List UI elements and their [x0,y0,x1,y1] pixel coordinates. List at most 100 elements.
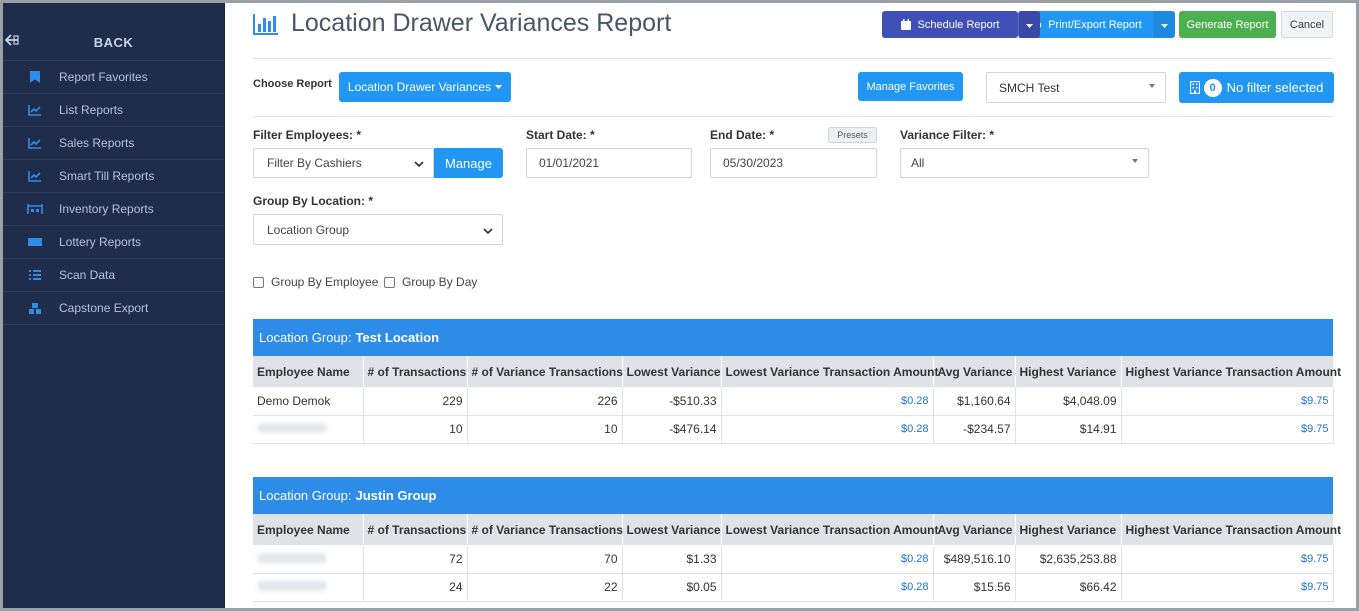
group-by-employee-label: Group By Employee [271,275,379,289]
employee-name-cell [253,573,364,602]
presets-button[interactable]: Presets [828,127,877,143]
group-header-name: Test Location [355,330,440,345]
sidebar-item-lottery-reports[interactable]: Lottery Reports [3,226,224,259]
list-icon [27,267,43,283]
sidebar-item-scan-data[interactable]: Scan Data [3,259,224,292]
column-header[interactable]: # of Variance Transactions [467,356,623,387]
column-header[interactable]: Lowest Variance [622,514,722,545]
table-header-row: Employee Name # of Transactions # of Var… [253,514,1341,545]
generate-report-button[interactable]: Generate Report [1179,11,1276,38]
warehouse-icon [27,201,43,217]
sidebar-item-label: Sales Reports [59,136,135,150]
column-header[interactable]: Avg Variance [933,356,1016,387]
column-header[interactable]: Highest Variance [1015,514,1122,545]
store-select[interactable]: SMCH Test [986,72,1166,103]
lowest-variance-cell: -$476.14 [622,415,722,444]
table-row: 10 10 -$476.14 $0.28 -$234.57 $14.91 $9.… [253,415,1334,444]
variance-transactions-cell: 10 [467,415,623,444]
redacted-name [257,423,327,433]
start-date-value: 01/01/2021 [539,156,600,170]
lowest-amount-link[interactable]: $0.28 [721,573,934,602]
variance-filter-select[interactable]: All [900,148,1149,178]
group-header: Location Group: Justin Group [253,477,1333,514]
end-date-input[interactable]: 05/30/2023 [710,148,877,178]
group-by-employee-option[interactable]: Group By Employee [253,275,378,289]
highest-amount-link[interactable]: $9.75 [1121,387,1334,416]
group-header-prefix: Location Group: [259,488,352,503]
location-group-table: Location Group: Test Location Employee N… [253,319,1341,444]
group-by-location-label: Group By Location: * [253,194,373,208]
location-filter-button[interactable]: 0 No filter selected [1179,72,1334,103]
sidebar-item-report-favorites[interactable]: Report Favorites [3,61,224,94]
start-date-input[interactable]: 01/01/2021 [526,148,692,178]
sidebar-item-inventory-reports[interactable]: Inventory Reports [3,193,224,226]
redacted-name [257,552,327,563]
avg-variance-cell: -$234.57 [933,415,1016,444]
back-button[interactable]: BACK [3,3,224,61]
sidebar-item-sales-reports[interactable]: Sales Reports [3,127,224,160]
group-by-location-select[interactable]: Location Group [253,214,503,245]
column-header[interactable]: Highest Variance Transaction Amount [1121,514,1341,545]
table-row: 72 70 $1.33 $0.28 $489,516.10 $2,635,253… [253,545,1334,574]
chart-line-icon [27,135,43,151]
print-export-button[interactable]: Print/Export Report [1022,11,1172,38]
schedule-dropdown-toggle[interactable] [1018,11,1040,38]
end-date-label: End Date: * [710,128,775,142]
highest-variance-cell: $66.42 [1015,573,1122,602]
column-header[interactable]: # of Variance Transactions [467,514,623,545]
column-header[interactable]: Employee Name [253,356,364,387]
transactions-cell: 229 [363,387,468,416]
filter-employees-select[interactable]: Filter By Cashiers [253,148,434,178]
column-header[interactable]: Employee Name [253,514,364,545]
title-row: Location Drawer Variances Report [253,9,671,38]
column-header[interactable]: Lowest Variance Transaction Amount [721,514,938,545]
group-by-location-value: Location Group [267,222,350,237]
print-dropdown-toggle[interactable] [1153,11,1175,38]
highest-amount-link[interactable]: $9.75 [1121,415,1334,444]
table-header-row: Employee Name # of Transactions # of Var… [253,356,1341,387]
sidebar-item-list-reports[interactable]: List Reports [3,94,224,127]
end-date-value: 05/30/2023 [723,156,784,170]
bookmark-icon [27,69,43,85]
group-by-day-checkbox[interactable] [384,276,395,288]
lowest-amount-link[interactable]: $0.28 [721,545,934,574]
print-export-label: Print/Export Report [1048,18,1142,31]
column-header[interactable]: Highest Variance Transaction Amount [1121,356,1341,387]
lowest-amount-link[interactable]: $0.28 [721,415,934,444]
sidebar-item-label: Report Favorites [59,70,148,84]
column-header[interactable]: Avg Variance [933,514,1016,545]
lowest-variance-cell: $0.05 [622,573,722,602]
variance-table: Employee Name # of Transactions # of Var… [253,356,1341,444]
manage-favorites-button[interactable]: Manage Favorites [858,72,963,101]
variance-transactions-cell: 226 [467,387,623,416]
group-by-day-label: Group By Day [402,275,478,289]
sidebar: BACK Report Favorites List Reports Sales… [3,3,225,608]
group-by-day-option[interactable]: Group By Day [384,275,477,289]
chevron-down-icon [413,158,425,168]
column-header[interactable]: # of Transactions [363,514,468,545]
variance-filter-label: Variance Filter: * [900,128,995,142]
highest-amount-link[interactable]: $9.75 [1121,545,1334,574]
column-header[interactable]: Highest Variance [1015,356,1122,387]
sidebar-item-label: Scan Data [59,268,116,282]
group-header-prefix: Location Group: [259,330,352,345]
cancel-button[interactable]: Cancel [1281,11,1333,38]
schedule-report-button[interactable]: Schedule Report [882,11,1018,38]
column-header[interactable]: Lowest Variance Transaction Amount [721,356,938,387]
group-by-employee-checkbox[interactable] [253,276,264,288]
column-header[interactable]: # of Transactions [363,356,468,387]
sidebar-item-label: Lottery Reports [59,235,142,249]
lowest-variance-cell: $1.33 [622,545,722,574]
cubes-icon [27,300,43,316]
highest-variance-cell: $4,048.09 [1015,387,1122,416]
filter-employees-value: Filter By Cashiers [267,156,362,170]
sidebar-item-smart-till-reports[interactable]: Smart Till Reports [3,160,224,193]
highest-amount-link[interactable]: $9.75 [1121,573,1334,602]
lowest-amount-link[interactable]: $0.28 [721,387,934,416]
choose-report-dropdown[interactable]: Location Drawer Variances [339,72,511,102]
caret-down-icon [495,85,503,89]
manage-employees-button[interactable]: Manage [434,148,503,178]
column-header[interactable]: Lowest Variance [622,356,722,387]
sidebar-item-capstone-export[interactable]: Capstone Export [3,292,224,325]
